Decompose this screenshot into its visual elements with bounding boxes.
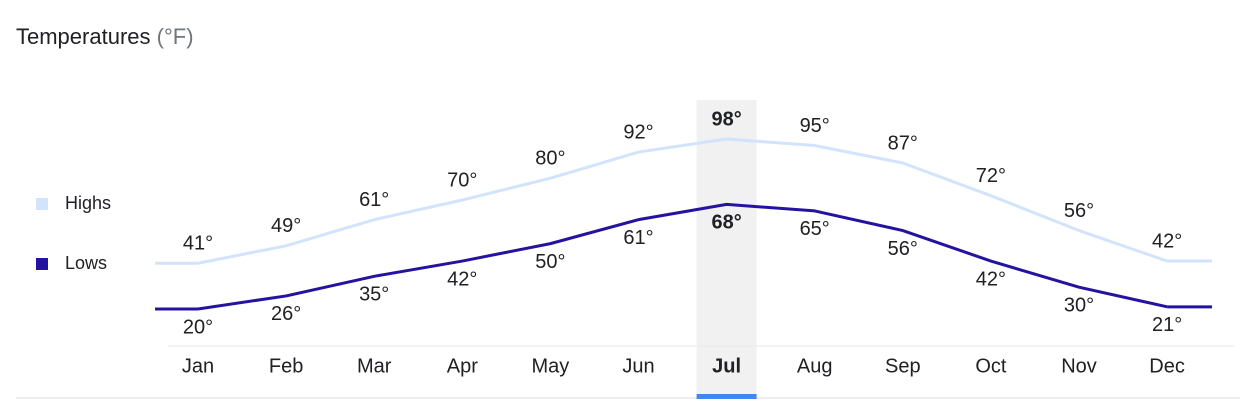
- data-label: 65°: [800, 218, 830, 240]
- legend-label: Highs: [65, 193, 111, 213]
- x-tick-label[interactable]: Jun: [622, 355, 654, 377]
- data-label: 61°: [623, 227, 653, 249]
- x-tick-label[interactable]: Feb: [269, 355, 303, 377]
- data-label: 35°: [359, 284, 389, 306]
- data-label: 42°: [976, 268, 1006, 290]
- data-label: 21°: [1152, 314, 1182, 336]
- x-tick-label[interactable]: Oct: [975, 355, 1007, 377]
- selected-indicator: [696, 394, 757, 399]
- data-label: 61°: [359, 189, 389, 211]
- data-label: 56°: [1064, 200, 1094, 222]
- legend-label: Lows: [65, 253, 107, 273]
- data-label: 70°: [447, 169, 477, 191]
- data-label: 30°: [1064, 294, 1094, 316]
- data-label: 72°: [976, 165, 1006, 187]
- data-label: 56°: [888, 238, 918, 260]
- data-label: 80°: [535, 148, 565, 170]
- data-label: 95°: [800, 115, 830, 137]
- data-label: 98°: [711, 108, 741, 130]
- data-label: 87°: [888, 132, 918, 154]
- data-label: 50°: [535, 251, 565, 273]
- data-label: 26°: [271, 303, 301, 325]
- data-label: 42°: [1152, 230, 1182, 252]
- data-label: 92°: [623, 121, 653, 143]
- x-tick-label[interactable]: Aug: [797, 355, 833, 377]
- x-tick-label[interactable]: Jul: [712, 355, 741, 377]
- series-line: [197, 202, 1168, 311]
- legend-swatch: [36, 198, 48, 210]
- legend-swatch: [36, 258, 48, 270]
- data-label: 42°: [447, 268, 477, 290]
- chart-title: Temperatures (°F): [16, 24, 194, 49]
- x-tick-label[interactable]: May: [532, 355, 570, 377]
- x-tick-label[interactable]: Jan: [182, 355, 214, 377]
- data-label: 41°: [183, 233, 213, 255]
- data-label: 49°: [271, 215, 301, 237]
- x-tick-label[interactable]: Apr: [447, 355, 478, 377]
- x-tick-label[interactable]: Dec: [1149, 355, 1185, 377]
- data-label: 68°: [711, 212, 741, 234]
- data-label: 20°: [183, 316, 213, 338]
- title-text: Temperatures: [16, 24, 151, 49]
- x-tick-label[interactable]: Nov: [1061, 355, 1097, 377]
- x-tick-label[interactable]: Mar: [357, 355, 392, 377]
- x-tick-label[interactable]: Sep: [885, 355, 921, 377]
- title-unit: (°F): [157, 24, 194, 49]
- highlight-band: [696, 100, 757, 396]
- series-line: [197, 137, 1168, 265]
